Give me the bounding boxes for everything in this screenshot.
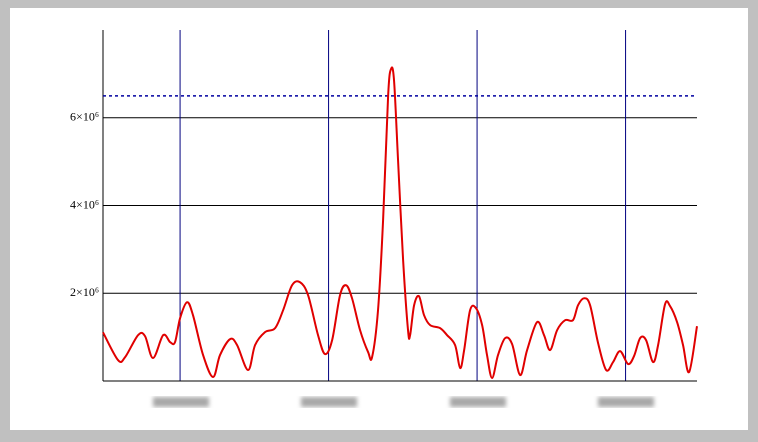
data-line (102, 66, 698, 380)
y-tick-label: 6×10⁶ (70, 110, 99, 124)
y-tick-label: 2×10⁶ (70, 285, 99, 299)
blurred-label (301, 397, 357, 407)
blurred-label (450, 397, 506, 407)
blurred-label (598, 397, 654, 407)
blurred-label (153, 397, 209, 407)
plot-panel (10, 8, 748, 430)
y-tick-label: 4×10⁶ (70, 197, 99, 211)
blurred-labels (153, 397, 654, 407)
